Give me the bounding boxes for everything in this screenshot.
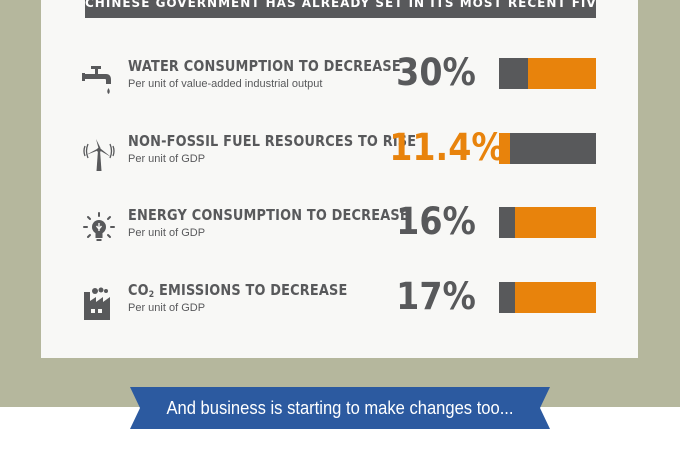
bar-fill [499,58,529,89]
title-rest: EMISSIONS TO DECREASE [154,281,348,299]
target-row-co2: CO2 EMISSIONS TO DECREASE Per unit of GD… [0,275,680,327]
target-value: 16% [396,200,476,243]
bar-fill [499,282,516,313]
target-bar [499,58,596,89]
banner-ribbon [130,387,550,429]
target-value: 17% [396,275,476,318]
faucet-icon [82,66,111,94]
target-subtitle: Per unit of value-added industrial outpu… [128,78,323,90]
target-title: CO2 EMISSIONS TO DECREASE [128,281,348,300]
target-subtitle: Per unit of GDP [128,153,206,165]
target-row-water: WATER CONSUMPTION TO DECREASE Per unit o… [0,51,680,103]
header-band: CHINESE GOVERNMENT HAS ALREADY SET IN IT… [85,0,596,18]
target-bar [499,282,596,313]
bar-fill [499,133,511,164]
section-banner: And business is starting to make changes… [130,387,550,429]
title-subscript: 2 [148,290,155,300]
factory-icon [84,287,110,320]
target-bar [499,207,596,238]
target-value: 11.4% [389,126,505,169]
title-prefix: CO [128,281,149,299]
target-title: NON-FOSSIL FUEL RESOURCES TO RISE [128,132,417,150]
target-title: WATER CONSUMPTION TO DECREASE [128,57,401,75]
target-subtitle: Per unit of GDP [128,302,206,314]
target-title: ENERGY CONSUMPTION TO DECREASE [128,206,409,224]
wind-turbine-icon [83,139,115,171]
lightbulb-icon [83,212,115,241]
banner-text: And business is starting to make changes… [166,398,514,418]
target-row-energy: ENERGY CONSUMPTION TO DECREASE Per unit … [0,200,680,252]
target-value: 30% [396,51,476,94]
target-row-non-fossil: NON-FOSSIL FUEL RESOURCES TO RISE Per un… [0,126,680,178]
bar-fill [499,207,515,238]
target-bar [499,133,596,164]
target-subtitle: Per unit of GDP [128,227,206,239]
